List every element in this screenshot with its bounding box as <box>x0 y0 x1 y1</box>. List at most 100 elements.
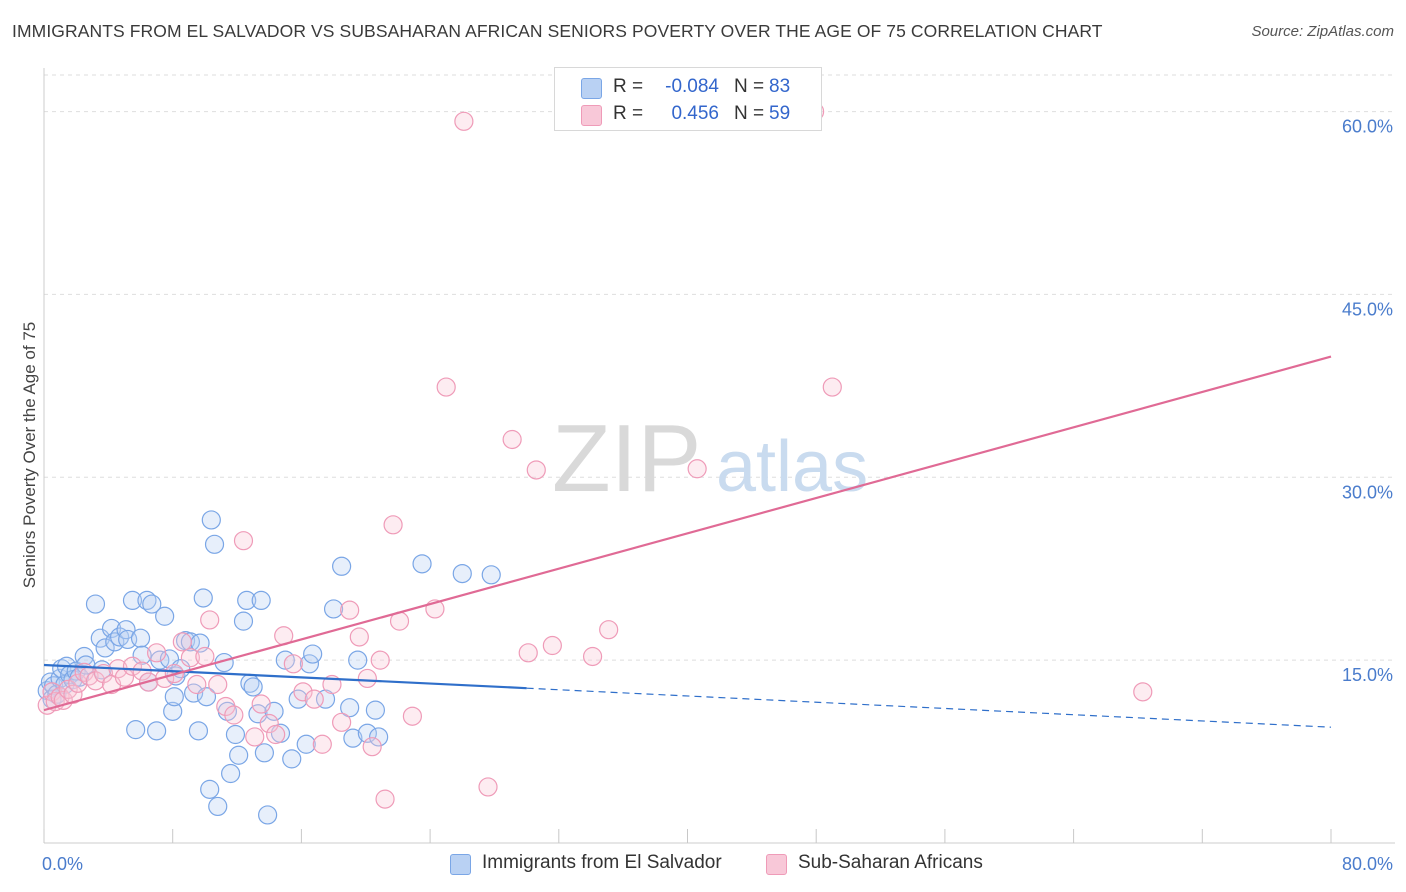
subsaharan-point <box>147 643 167 663</box>
subsaharan-point <box>687 459 707 479</box>
el-salvador-point <box>95 638 115 658</box>
subsaharan-point <box>542 635 562 656</box>
el-salvador-point <box>221 763 241 784</box>
subsaharan-point <box>304 689 324 709</box>
el-salvador-point <box>225 724 246 745</box>
el-salvador-point <box>164 687 184 707</box>
legend-swatch-el-salvador <box>581 78 602 99</box>
el-salvador-point <box>126 720 146 740</box>
legend-n-label: N = <box>734 103 765 124</box>
trend-lines <box>43 355 1332 728</box>
subsaharan-point <box>383 515 403 535</box>
el-salvador-point <box>251 590 271 611</box>
subsaharan-point <box>502 429 522 450</box>
el-salvador-point <box>193 588 213 608</box>
el-salvador-point <box>332 556 352 576</box>
series-subsaharan-points <box>37 101 1153 809</box>
subsaharan-point <box>349 627 369 647</box>
el-salvador-point <box>452 563 472 584</box>
subsaharan-point <box>266 724 286 745</box>
subsaharan-point <box>224 705 244 725</box>
subsaharan-point <box>357 668 377 689</box>
chart-title: IMMIGRANTS FROM EL SALVADOR VS SUBSAHARA… <box>12 21 1103 41</box>
subsaharan-point <box>478 777 498 797</box>
el-salvador-point <box>188 721 209 741</box>
el-salvador-point <box>282 749 302 769</box>
subsaharan-point <box>370 650 390 670</box>
subsaharan-point <box>454 111 474 131</box>
el-salvador-point <box>254 743 274 763</box>
subsaharan-point <box>283 654 303 674</box>
subsaharan-point <box>436 377 456 397</box>
el-salvador-point <box>258 805 278 825</box>
subsaharan-point <box>85 671 106 691</box>
el-salvador-point <box>229 745 249 765</box>
legend-n-value-el-salvador: 83 <box>769 76 791 97</box>
x-tick-label-max: 80.0% <box>1342 854 1393 874</box>
el-salvador-point <box>233 611 254 631</box>
subsaharan-point <box>1133 682 1153 702</box>
series-legend: Immigrants from El Salvador Sub-Saharan … <box>0 852 1406 876</box>
el-salvador-point <box>200 779 220 799</box>
gridlines <box>44 74 1395 661</box>
el-salvador-point <box>237 590 257 611</box>
subsaharan-point <box>180 648 200 668</box>
el-salvador-point <box>208 796 228 817</box>
el-salvador-point <box>142 594 162 614</box>
el-salvador-point <box>348 650 368 670</box>
subsaharan-point <box>822 377 842 397</box>
el-salvador-point <box>130 628 151 648</box>
subsaharan-point <box>233 531 254 551</box>
el-salvador-point <box>110 627 130 647</box>
x-tick-label-min: 0.0% <box>42 854 83 874</box>
legend-r-label: R = <box>613 103 644 124</box>
legend-swatch-el-salvador <box>450 854 471 875</box>
y-tick-label: 60.0% <box>1342 117 1393 137</box>
legend-label-el-salvador: Immigrants from El Salvador <box>482 852 722 873</box>
el-salvador-point <box>303 644 323 664</box>
legend-label-subsaharan: Sub-Saharan Africans <box>798 852 983 873</box>
legend-r-value-el-salvador: -0.084 <box>665 76 719 97</box>
source-label: Source: ZipAtlas.com <box>1251 23 1394 40</box>
subsaharan-point <box>332 712 352 732</box>
legend-swatch-subsaharan <box>581 105 602 126</box>
el-salvador-point <box>147 721 167 741</box>
watermark-zip: ZIP <box>552 405 701 512</box>
subsaharan-point <box>402 706 423 726</box>
el-salvador-point <box>340 698 360 718</box>
legend-swatch-subsaharan <box>766 854 787 875</box>
el-salvador-point <box>204 534 225 554</box>
trend-line-subsaharan <box>43 355 1332 712</box>
subsaharan-point <box>362 737 382 757</box>
correlation-legend: R = -0.084 N = 83 R = 0.456 N = 59 <box>554 67 822 131</box>
subsaharan-point <box>293 682 313 702</box>
subsaharan-point <box>340 600 360 620</box>
y-tick-label: 45.0% <box>1342 299 1393 319</box>
legend-n-label: N = <box>734 76 765 97</box>
el-salvador-point <box>40 672 61 692</box>
subsaharan-point <box>53 690 73 710</box>
el-salvador-point <box>365 700 386 720</box>
el-salvador-point <box>116 620 136 640</box>
series-el-salvador-points <box>37 510 501 825</box>
legend-r-value-subsaharan: 0.456 <box>671 103 719 124</box>
watermark: ZIP atlas <box>552 405 868 512</box>
el-salvador-point <box>243 677 263 697</box>
el-salvador-point <box>85 594 106 614</box>
subsaharan-point <box>599 620 619 640</box>
subsaharan-point <box>195 646 215 667</box>
subsaharan-point <box>172 632 192 652</box>
legend-n-value-subsaharan: 59 <box>769 103 791 124</box>
trend-line-el-salvador-extrapolated <box>526 687 1332 728</box>
el-salvador-point <box>155 606 175 626</box>
y-tick-label: 15.0% <box>1342 665 1393 685</box>
el-salvador-point <box>343 728 363 748</box>
el-salvador-point <box>201 510 221 530</box>
legend-r-label: R = <box>613 76 644 97</box>
el-salvador-point <box>163 701 183 721</box>
watermark-atlas: atlas <box>716 427 868 507</box>
subsaharan-point <box>312 734 332 754</box>
subsaharan-point <box>582 646 603 667</box>
y-tick-label: 30.0% <box>1342 482 1393 502</box>
